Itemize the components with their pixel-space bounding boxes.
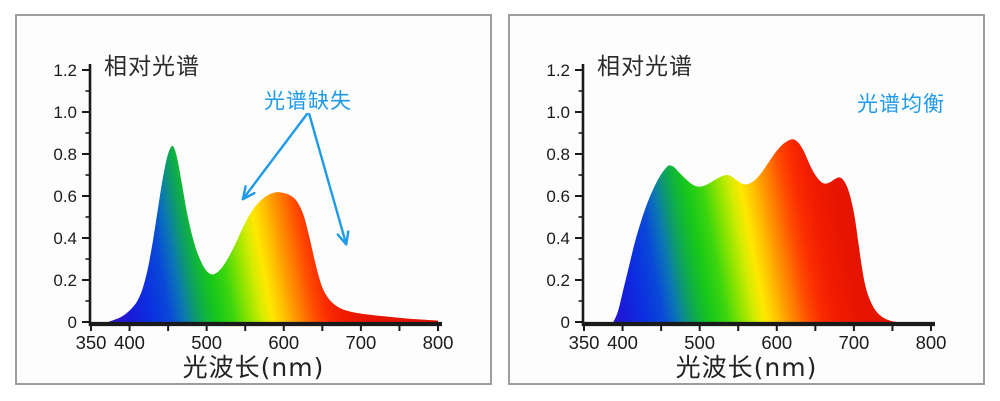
- y-tick-label: 0.4: [53, 229, 77, 248]
- chart-panel-left: 350 400 500 600 700 800 0 0.2 0.4 0.6 0.8 1.0 1.2 相对…: [15, 14, 492, 385]
- annotation-arrow-shaft: [308, 112, 348, 246]
- x-tick-label: 400: [114, 332, 145, 353]
- y-tick-label: 0.6: [53, 187, 77, 206]
- annotation-arrow-shaft: [241, 112, 309, 201]
- x-axis-title: 光波长(nm): [675, 353, 818, 382]
- spectrum-area: [108, 145, 438, 322]
- y-tick-label: 0.4: [546, 229, 570, 248]
- x-tick-label: 400: [607, 332, 638, 353]
- x-tick-label: 700: [345, 332, 376, 353]
- x-tick-label: 800: [423, 332, 454, 353]
- y-tick-label: 0.8: [546, 145, 570, 164]
- annotation-label-spectrum-balanced: 光谱均衡: [857, 92, 945, 116]
- spectrum-chart-left: 350 400 500 600 700 800 0 0.2 0.4 0.6 0.8 1.0 1.2: [53, 61, 454, 353]
- annotation-label-spectrum-missing: 光谱缺失: [264, 89, 352, 113]
- x-tick-label: 350: [569, 332, 600, 353]
- annotation-arrow-head: [241, 185, 256, 201]
- y-tick-label: 1.2: [546, 61, 570, 80]
- chart-title: 相对光谱: [104, 54, 200, 80]
- x-tick-label: 700: [838, 332, 869, 353]
- x-tick-label: 800: [916, 332, 947, 353]
- y-tick-label: 0: [68, 313, 77, 332]
- x-tick-label: 600: [268, 332, 299, 353]
- y-tick-label: 0.2: [546, 271, 570, 290]
- x-tick-label: 500: [191, 332, 222, 353]
- spectrum-chart-right: 350 400 500 600 700 800 0 0.2 0.4 0.6 0.8 1.0 1.2: [546, 61, 947, 353]
- chart-panel-right: 350 400 500 600 700 800 0 0.2 0.4 0.6 0.8 1.0 1.2 相对…: [508, 14, 985, 385]
- y-tick-label: 1.2: [53, 61, 77, 80]
- y-tick-label: 0.2: [53, 271, 77, 290]
- x-tick-label: 350: [76, 332, 107, 353]
- annotation-arrow-head: [336, 230, 350, 246]
- y-tick-label: 1.0: [546, 103, 570, 122]
- x-tick-label: 500: [684, 332, 715, 353]
- y-tick-label: 0.6: [546, 187, 570, 206]
- y-tick-label: 1.0: [53, 103, 77, 122]
- chart-title: 相对光谱: [597, 54, 693, 80]
- x-tick-label: 600: [761, 332, 792, 353]
- spectrum-area: [613, 139, 898, 322]
- x-axis-title: 光波长(nm): [182, 353, 325, 382]
- y-tick-label: 0: [561, 313, 570, 332]
- y-tick-label: 0.8: [53, 145, 77, 164]
